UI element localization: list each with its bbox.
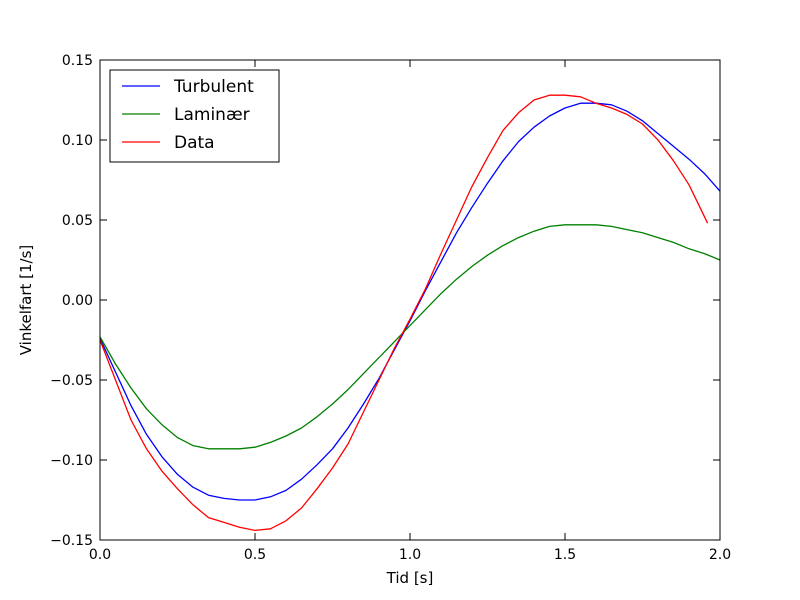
series-line-1	[99, 102, 721, 501]
x-axis-label: Tid [s]	[386, 569, 434, 587]
y-tick-label: 0.10	[62, 133, 93, 149]
series-line-3	[99, 94, 709, 532]
x-tick-label: 2.0	[709, 547, 731, 563]
y-tick-label: −0.15	[50, 533, 93, 549]
legend-label: Laminær	[174, 105, 250, 125]
tick-layer: 0.0 0.5 1.0 1.5 2.0 −0.15 −0.10 −0.05 0.00 0.05 0.…	[50, 53, 731, 563]
y-tick-label: 0.15	[62, 53, 93, 69]
x-tick-label: 0.5	[244, 547, 266, 563]
legend-label: Data	[174, 133, 215, 153]
x-tick-label: 1.5	[554, 547, 576, 563]
y-tick-label: −0.05	[50, 373, 93, 389]
y-tick-label: 0.05	[62, 213, 93, 229]
series-line-2	[99, 224, 721, 450]
legend-frame	[109, 69, 280, 163]
series-layer	[99, 94, 721, 532]
y-tick-label: −0.10	[50, 453, 93, 469]
y-tick-label: 0.00	[62, 293, 93, 309]
x-tick-label: 0.0	[89, 547, 111, 563]
legend-label: Turbulent	[173, 77, 254, 97]
y-axis-label: Vinkelfart [1/s]	[17, 245, 35, 356]
legend: Turbulent Laminær Data	[109, 69, 280, 163]
x-tick-label: 1.0	[399, 547, 421, 563]
